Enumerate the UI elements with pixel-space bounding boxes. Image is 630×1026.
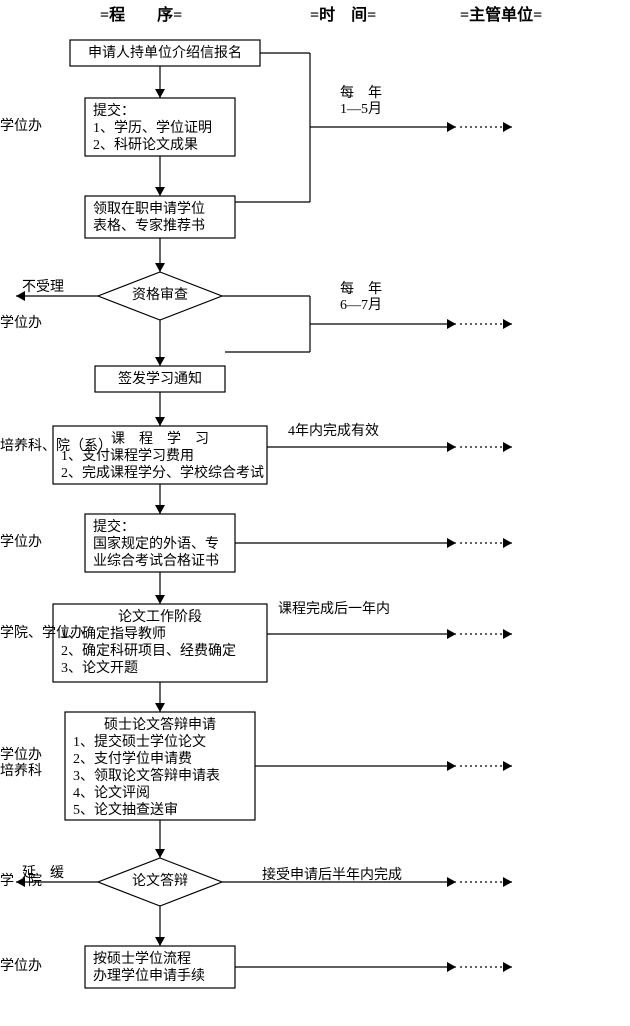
time-t4: 课程完成后一年内 (278, 601, 390, 617)
header-procedure: =程 序= (100, 5, 182, 24)
node-n7-line2: 业综合考试合格证书 (93, 553, 219, 569)
header-time: =时 间= (310, 5, 376, 24)
node-n9-line1: 2、支付学位申请费 (73, 751, 192, 767)
node-n7-line1: 国家规定的外语、专 (93, 535, 219, 552)
dept-d6b: 培养科 (0, 763, 42, 779)
time-t1-0: 每 年 (340, 85, 382, 101)
node-n6-line1: 2、完成课程学分、学校综合考试 (61, 464, 264, 481)
node-n2-line1: 1、学历、学位证明 (93, 120, 212, 136)
node-n8-line1: 2、确定科研项目、经费确定 (61, 643, 236, 659)
dept-d1: 学位办 (0, 118, 42, 134)
time-t2-0: 每 年 (340, 281, 382, 297)
header-dept: =主管单位= (460, 5, 542, 24)
node-n9-title: 硕士论文答辩申请 (104, 716, 216, 733)
node-n9-line0: 1、提交硕士学位论文 (73, 733, 206, 750)
node-n9-line4: 5、论文抽查送审 (73, 802, 178, 818)
node-n7-line0: 提交： (93, 518, 135, 535)
time-t2-1: 6—7月 (340, 297, 382, 313)
node-n9-line3: 4、论文评阅 (73, 785, 150, 801)
node-n8-title: 论文工作阶段 (118, 609, 202, 625)
node-n6-title: 课 程 学 习 (111, 431, 209, 447)
node-n11-line1: 办理学位申请手续 (93, 967, 205, 984)
flowchart-canvas: =程 序==时 间==主管单位=申请人持单位介绍信报名提交：1、学历、学位证明2… (0, 0, 630, 1026)
side-delay: 延 缓 (22, 865, 64, 881)
node-n3-line1: 表格、专家推荐书 (93, 217, 205, 234)
dept-d8: 学位办 (0, 958, 42, 974)
dept-d4: 学位办 (0, 534, 42, 550)
dept-d6a: 学位办 (0, 747, 42, 763)
node-n9-line2: 3、领取论文答辩申请表 (73, 767, 220, 784)
node-n5-line0: 签发学习通知 (118, 370, 202, 387)
node-n3-line0: 领取在职申请学位 (93, 201, 205, 217)
node-n1-line0: 申请人持单位介绍信报名 (88, 45, 242, 61)
node-n8-line2: 3、论文开题 (61, 660, 138, 676)
node-n4-label: 资格审查 (132, 287, 188, 303)
node-n2-line2: 2、科研论文成果 (93, 137, 198, 153)
dept-d2: 学位办 (0, 315, 42, 331)
time-t1-1: 1—5月 (340, 101, 382, 117)
node-n2-line0: 提交： (93, 102, 135, 119)
dept-d5: 学院、学位办 (0, 625, 84, 641)
node-n10-label: 论文答辩 (132, 872, 188, 889)
time-t3: 4年内完成有效 (288, 423, 379, 439)
dept-d3: 培养科、院（系） (0, 438, 112, 454)
side-reject: 不受理 (22, 279, 64, 295)
node-n11-line0: 按硕士学位流程 (93, 951, 191, 967)
time-t5: 接受申请后半年内完成 (262, 866, 402, 883)
